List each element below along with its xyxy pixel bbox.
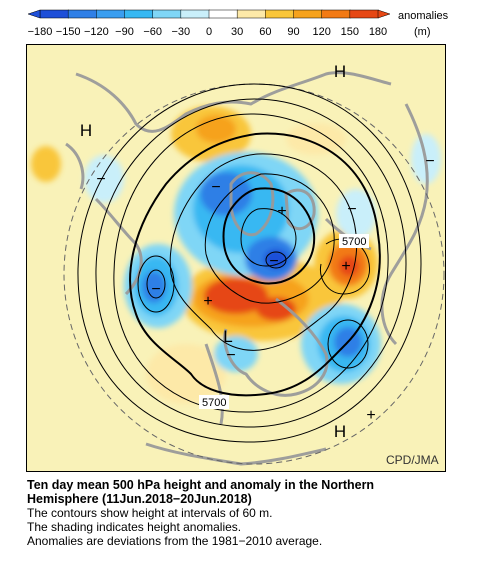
caption-title-line1: Ten day mean 500 hPa height and anomaly …	[27, 478, 375, 492]
height-contour	[113, 113, 389, 413]
coastline-greenland	[229, 171, 275, 237]
colorbar-swatch	[349, 9, 379, 19]
colorbar-swatch	[265, 9, 295, 19]
colorbar-swatch	[96, 9, 126, 19]
contour-label: 5700	[342, 236, 366, 248]
coastline-north-america	[223, 297, 329, 397]
height-contour	[327, 319, 369, 369]
anomaly-labels: − − − − − − − + + + +	[96, 153, 434, 424]
positive-anomaly-region	[204, 278, 268, 314]
colorbar-tick-label: −180	[28, 26, 53, 38]
minus-sign: −	[226, 347, 235, 364]
negative-anomaly-region	[336, 189, 376, 239]
pressure-centers: H H H L	[80, 62, 346, 441]
colorbar-tick-label: −60	[143, 26, 162, 38]
colorbar-tick-label: −150	[56, 26, 81, 38]
high-center: H	[80, 121, 92, 140]
colorbar-tick-label: 60	[259, 26, 271, 38]
contour-label: 5700	[202, 397, 226, 409]
colorbar-swatch	[39, 9, 69, 19]
caption-line3: Anomalies are deviations from the 1981−2…	[27, 534, 323, 548]
positive-anomaly-region	[196, 115, 236, 143]
coastline-europe-asia	[75, 71, 392, 133]
colorbar-swatch	[124, 9, 154, 19]
colorbar-swatch	[293, 9, 323, 19]
height-contour	[240, 208, 297, 267]
positive-anomaly-region	[286, 123, 346, 155]
height-contour	[137, 255, 175, 313]
colorbar-swatch	[180, 9, 210, 19]
colorbar-tick-label: 180	[369, 26, 387, 38]
minus-sign: −	[151, 281, 160, 298]
contour-label-box	[199, 395, 229, 409]
minus-sign: −	[425, 153, 434, 170]
caption-line1: The contours show height at intervals of…	[27, 506, 273, 520]
plus-sign: +	[277, 203, 286, 220]
colorbar-swatch	[236, 9, 267, 19]
caption-title-line2: Hemisphere (11Jun.2018−20Jun.2018)	[27, 492, 252, 506]
colorbar-unit: (m)	[414, 26, 431, 38]
positive-anomaly-region	[31, 146, 61, 182]
height-contour	[146, 269, 166, 299]
positive-anomaly-region	[339, 256, 359, 276]
height-contour-5700	[129, 132, 381, 397]
contour-label-box	[339, 234, 369, 248]
colorbar-tick-label: 0	[206, 26, 212, 38]
height-contour	[95, 98, 407, 428]
positive-anomaly-region	[146, 344, 226, 404]
colorbar-swatch	[152, 9, 182, 19]
negative-anomaly-region	[200, 172, 252, 216]
height-anomaly-map: − − − − − − − + + + + H H H L 5700 5700 …	[26, 44, 446, 472]
high-center: H	[334, 422, 346, 441]
height-contour	[204, 173, 335, 304]
high-center: H	[334, 62, 346, 81]
colorbar-left-arrow	[27, 9, 41, 19]
height-contour	[222, 187, 316, 285]
figure-caption: Ten day mean 500 hPa height and anomaly …	[27, 478, 467, 548]
colorbar-tick-label: 90	[287, 26, 299, 38]
colorbar-tick-label: 30	[231, 26, 243, 38]
coastline-pacific-rim	[204, 343, 224, 425]
credit-label: CPD/JMA	[386, 453, 439, 467]
minus-sign: −	[347, 201, 356, 218]
colorbar-tick-label: −30	[171, 26, 190, 38]
colorbar-label: anomalies	[398, 10, 449, 22]
plus-sign: +	[366, 407, 375, 424]
anomaly-colorbar: −180 −150 −120 −90 −60 −30 0 30 60 90 120 150 180 an…	[27, 9, 449, 38]
colorbar-tick-label: 150	[341, 26, 359, 38]
height-contours	[77, 83, 422, 443]
caption-line2: The shading indicates height anomalies.	[27, 520, 242, 534]
height-contour	[169, 153, 358, 351]
height-contour	[77, 83, 422, 443]
colorbar-right-arrow	[377, 9, 391, 19]
negative-anomaly-region	[84, 155, 124, 203]
minus-sign: −	[269, 253, 278, 270]
colorbar-swatches	[39, 9, 379, 19]
coastline-america-east	[380, 103, 429, 346]
plus-sign: +	[203, 293, 212, 310]
colorbar-tick-label: −90	[115, 26, 134, 38]
colorbar-ticks: −180 −150 −120 −90 −60 −30 0 30 60 90 120 150 180	[28, 26, 388, 38]
plus-sign: +	[341, 258, 350, 275]
contour-labels: 5700 5700	[199, 234, 369, 409]
colorbar-tick-label: −120	[84, 26, 109, 38]
minus-sign: −	[96, 171, 105, 188]
low-center: L	[223, 327, 232, 346]
height-contour	[265, 251, 287, 269]
colorbar-swatch	[208, 9, 238, 19]
colorbar-swatch	[321, 9, 351, 19]
map-frame	[26, 44, 446, 472]
coastline-europe-west	[65, 142, 85, 190]
colorbar-tick-label: 120	[312, 26, 330, 38]
colorbar-swatch	[67, 9, 98, 19]
minus-sign: −	[211, 179, 220, 196]
